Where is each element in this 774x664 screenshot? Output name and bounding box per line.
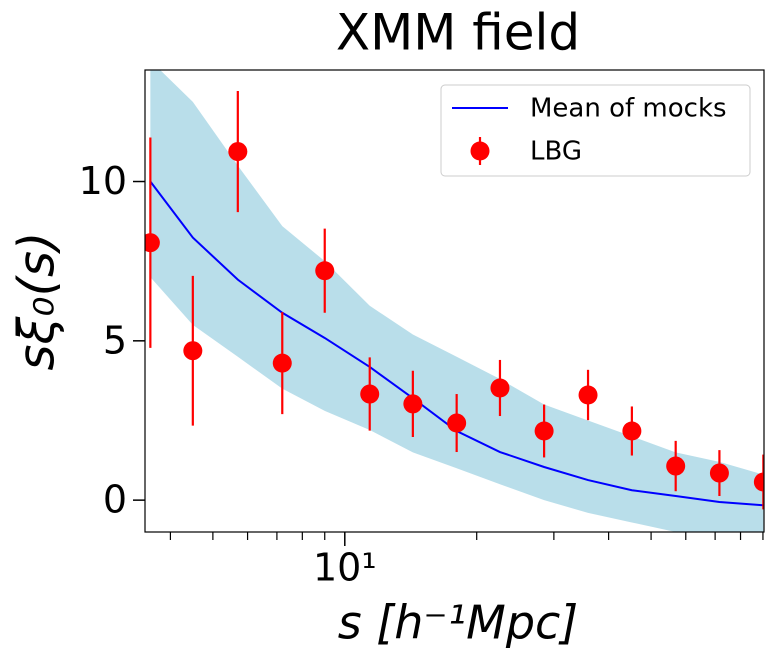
data-point xyxy=(666,456,686,476)
legend-label: LBG xyxy=(530,137,582,167)
legend-marker xyxy=(470,141,490,161)
y-axis-label: sξ₀(s) xyxy=(8,231,66,370)
axes: 0 5 10 10¹ xyxy=(79,159,764,590)
data-point xyxy=(183,341,203,361)
chart-title: XMM field xyxy=(336,4,580,62)
data-point xyxy=(360,384,380,404)
data-point xyxy=(447,413,467,433)
data-point xyxy=(228,142,248,162)
data-point xyxy=(622,421,642,441)
data-point xyxy=(534,421,554,441)
data-point xyxy=(272,353,292,373)
data-point xyxy=(753,472,764,492)
legend-label: Mean of mocks xyxy=(530,94,727,124)
data-point xyxy=(578,385,598,405)
x-tick-label: 10¹ xyxy=(313,546,377,590)
plot-area xyxy=(145,70,764,532)
legend-box xyxy=(440,84,751,177)
x-axis-label: s [h⁻¹Mpc] xyxy=(338,596,579,650)
data-point xyxy=(315,261,335,281)
plot-frame xyxy=(144,69,765,533)
y-tick-label: 0 xyxy=(103,478,127,522)
y-tick-label: 10 xyxy=(79,159,127,203)
data-point xyxy=(145,233,160,253)
data-point xyxy=(403,394,423,414)
legend: Mean of mocks LBG xyxy=(440,84,751,177)
data-point xyxy=(709,463,729,483)
y-tick-label: 5 xyxy=(103,318,127,362)
data-point xyxy=(490,378,510,398)
